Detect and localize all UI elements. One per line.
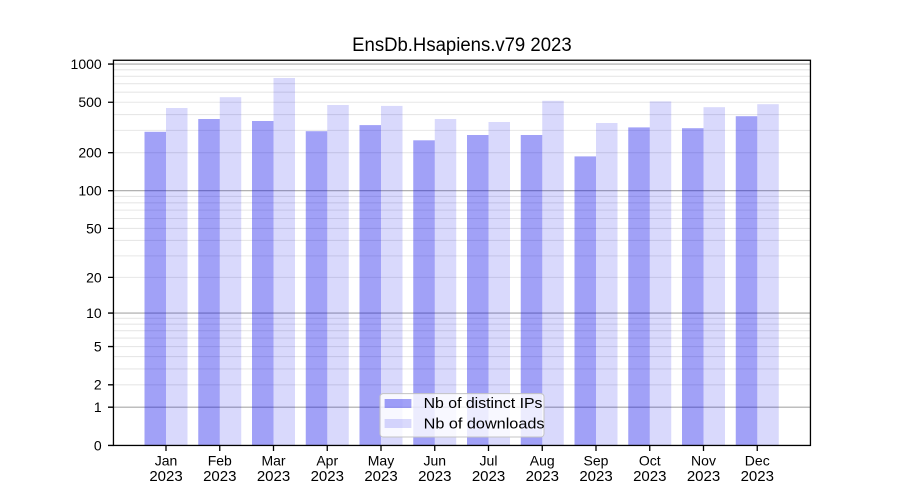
svg-text:50: 50: [86, 220, 102, 236]
svg-text:Sep: Sep: [584, 452, 609, 468]
svg-text:Apr: Apr: [316, 452, 338, 468]
svg-text:Mar: Mar: [261, 452, 285, 468]
svg-text:2023: 2023: [472, 468, 505, 485]
svg-text:EnsDb.Hsapiens.v79 2023: EnsDb.Hsapiens.v79 2023: [352, 35, 572, 56]
svg-text:1000: 1000: [71, 56, 102, 72]
svg-text:500: 500: [78, 94, 102, 110]
svg-text:2023: 2023: [364, 468, 397, 485]
svg-text:2023: 2023: [311, 468, 344, 485]
svg-text:Nb of downloads: Nb of downloads: [424, 417, 545, 433]
svg-text:0: 0: [94, 437, 102, 453]
svg-text:2023: 2023: [257, 468, 290, 485]
svg-text:2: 2: [94, 377, 102, 393]
svg-text:Jan: Jan: [155, 452, 178, 468]
svg-text:Feb: Feb: [208, 452, 232, 468]
svg-text:20: 20: [86, 269, 102, 285]
svg-text:200: 200: [78, 145, 102, 161]
svg-text:1: 1: [94, 399, 102, 415]
svg-text:Dec: Dec: [745, 452, 770, 468]
svg-text:2023: 2023: [149, 468, 182, 485]
svg-text:2023: 2023: [633, 468, 666, 485]
svg-text:100: 100: [78, 183, 102, 199]
svg-text:2023: 2023: [418, 468, 451, 485]
svg-text:Oct: Oct: [639, 452, 661, 468]
svg-text:Aug: Aug: [530, 452, 555, 468]
svg-text:10: 10: [86, 305, 102, 321]
svg-text:Nov: Nov: [691, 452, 716, 468]
svg-text:2023: 2023: [579, 468, 612, 485]
svg-text:May: May: [368, 452, 394, 468]
svg-text:2023: 2023: [203, 468, 236, 485]
svg-text:2023: 2023: [526, 468, 559, 485]
svg-text:5: 5: [94, 338, 102, 354]
svg-text:Nb of distinct IPs: Nb of distinct IPs: [424, 396, 543, 412]
svg-text:Jul: Jul: [480, 452, 498, 468]
svg-text:Jun: Jun: [423, 452, 446, 468]
svg-text:2023: 2023: [741, 468, 774, 485]
svg-text:2023: 2023: [687, 468, 720, 485]
